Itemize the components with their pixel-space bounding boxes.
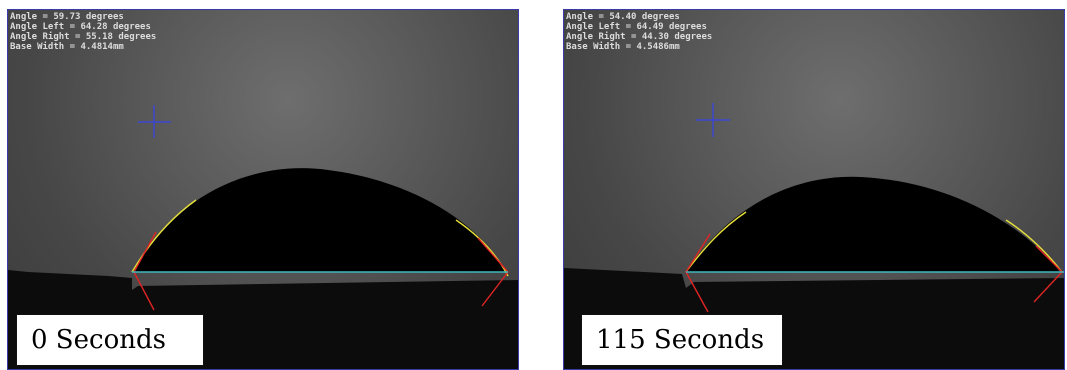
edge-fit-left	[131, 199, 197, 273]
droplet-image-115s: Angle = 54.40 degrees Angle Left = 64.49…	[563, 9, 1065, 370]
edge-fit-right	[455, 219, 509, 277]
angle-readout: Angle = 54.40 degrees	[566, 12, 680, 22]
caption-text: 0 Seconds	[31, 325, 166, 355]
caption-text: 115 Seconds	[596, 325, 765, 355]
angle-left-readout: Angle Left = 64.49 degrees	[566, 22, 707, 32]
droplet	[686, 176, 1060, 272]
tangent-left	[685, 233, 711, 273]
base-width-readout: Base Width = 4.5486mm	[566, 42, 680, 52]
tangent-left-lower	[133, 271, 155, 311]
tangent-right-lower	[481, 271, 509, 307]
measurement-readout: Angle = 59.73 degrees Angle Left = 64.28…	[10, 12, 156, 52]
measurement-readout: Angle = 54.40 degrees Angle Left = 64.49…	[566, 12, 712, 52]
angle-right-readout: Angle Right = 55.18 degrees	[10, 32, 157, 42]
angle-left-readout: Angle Left = 64.28 degrees	[10, 22, 151, 32]
time-caption-0s: 0 Seconds	[16, 314, 204, 366]
tangent-right	[477, 237, 509, 273]
edge-fit-left	[685, 211, 747, 273]
tangent-left	[133, 231, 157, 273]
tangent-left-lower	[685, 271, 709, 313]
angle-right-readout: Angle Right = 44.30 degrees	[566, 32, 713, 42]
tangent-right	[1035, 245, 1063, 273]
base-width-readout: Base Width = 4.4814mm	[10, 42, 124, 52]
tangent-right-lower	[1033, 271, 1063, 303]
time-caption-115s: 115 Seconds	[581, 314, 783, 366]
droplet	[132, 168, 506, 272]
angle-readout: Angle = 59.73 degrees	[10, 12, 124, 22]
